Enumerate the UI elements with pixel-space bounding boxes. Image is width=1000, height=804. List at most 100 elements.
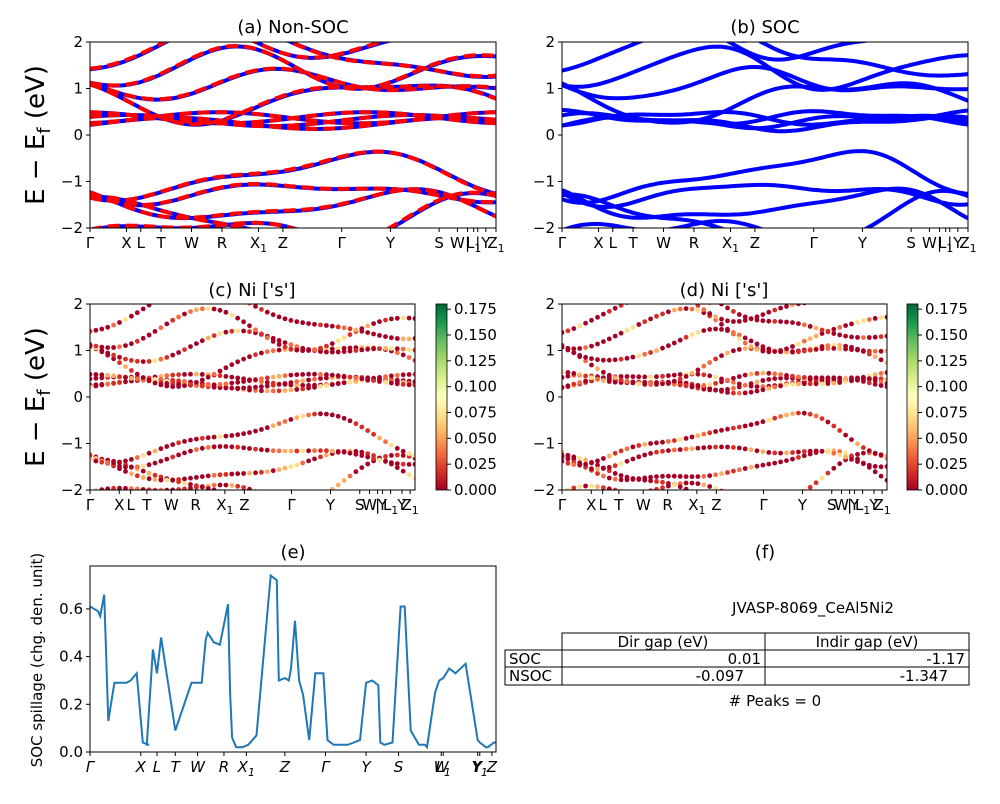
panel-d-point xyxy=(707,327,712,332)
panel-d-point xyxy=(808,348,813,353)
panel-c-xtick-label: R xyxy=(190,496,200,514)
panel-c-point xyxy=(289,347,294,352)
panel-c-point xyxy=(182,383,187,388)
panel-d-ytick-label: 2 xyxy=(545,295,555,313)
panel-b-ytick-label: 1 xyxy=(545,80,555,98)
panel-d-point xyxy=(571,326,576,331)
panel-c-point xyxy=(241,319,246,324)
panel-d-point xyxy=(820,381,825,386)
panel-c-point xyxy=(395,446,400,451)
panel-c-point xyxy=(354,348,359,353)
panel-d-point xyxy=(778,372,783,377)
panel-d-point xyxy=(737,467,742,472)
panel-c-point xyxy=(182,477,187,482)
panel-c-point xyxy=(365,330,370,335)
panel-c-point xyxy=(159,295,164,300)
panel-d-point xyxy=(725,351,730,356)
panel-c-point xyxy=(330,449,335,454)
panel-d-point xyxy=(826,273,831,278)
panel-d-point xyxy=(778,306,783,311)
panel-d-point xyxy=(583,345,588,350)
panel-c-point xyxy=(300,372,305,377)
panel-c-point xyxy=(229,313,234,318)
panel-d-point xyxy=(731,376,736,381)
panel-d-point xyxy=(725,318,730,323)
panel-d-point xyxy=(654,281,659,286)
panel-d-point xyxy=(595,269,600,274)
panel-d-point xyxy=(808,265,813,270)
panel-d-point xyxy=(571,462,576,467)
panel-c-point xyxy=(164,373,169,378)
panel-c-point xyxy=(324,383,329,388)
panel-c-point xyxy=(312,457,317,462)
panel-c-point xyxy=(277,382,282,387)
panel-c-point xyxy=(371,456,376,461)
panel-c-point xyxy=(147,303,152,308)
panel-d-point xyxy=(566,461,571,466)
panel-d-point xyxy=(725,387,730,392)
panel-d-point xyxy=(796,450,801,455)
panel-d-point xyxy=(707,473,712,478)
panel-c-point xyxy=(289,449,294,454)
panel-c-point xyxy=(359,453,364,458)
panel-d-point xyxy=(607,272,612,277)
panel-b-xtick-label: L xyxy=(609,234,618,252)
panel-d-point xyxy=(778,319,783,324)
panel-d-point xyxy=(719,428,724,433)
panel-d-point xyxy=(837,283,842,288)
panel-c-point xyxy=(94,488,99,493)
panel-c-point xyxy=(194,475,199,480)
panel-e-spillage-line xyxy=(90,576,496,748)
panel-c-point xyxy=(265,384,270,389)
panel-d-point xyxy=(631,457,636,462)
panel-c-point xyxy=(336,381,341,386)
panel-d-point xyxy=(701,482,706,487)
panel-d-point xyxy=(625,446,630,451)
panel-c-point xyxy=(164,384,169,389)
panel-c-point xyxy=(170,478,175,483)
panel-c-point xyxy=(324,448,329,453)
panel-d-point xyxy=(743,336,748,341)
panel-d-ytick-label: 0 xyxy=(545,388,555,406)
panel-e-xtick-label: Z xyxy=(279,758,291,776)
panel-d-ytick-label: 1 xyxy=(545,342,555,360)
panel-c-point xyxy=(224,330,229,335)
panel-c-point xyxy=(342,416,347,421)
panel-f-table: JVASP-8069_CeAl5Ni2 Dir gap (eV) Indir g… xyxy=(505,599,969,710)
panel-c-point xyxy=(289,388,294,393)
panel-c-point xyxy=(129,358,134,363)
panel-c-point xyxy=(235,471,240,476)
panel-d-point xyxy=(790,517,795,522)
panel-c-point xyxy=(218,444,223,449)
panel-c-point xyxy=(147,451,152,456)
panel-d-point xyxy=(577,462,582,467)
panel-d-xtick-label: Z xyxy=(711,496,721,514)
panel-c-point xyxy=(312,498,317,503)
panel-d-point xyxy=(707,430,712,435)
panel-c-point xyxy=(342,450,347,455)
panel-e-xtick-label: Γ xyxy=(86,758,96,776)
panel-d-point xyxy=(696,474,701,479)
panel-c-xtick-label: Γ xyxy=(86,496,95,514)
panel-d-point xyxy=(642,281,647,286)
panel-d-point xyxy=(642,453,647,458)
panel-a-xtick-label: Z1 xyxy=(487,234,504,255)
panel-d-point xyxy=(826,471,831,476)
panel-c-point xyxy=(182,372,187,377)
panel-c-point xyxy=(348,380,353,385)
panel-d-point xyxy=(731,380,736,385)
table-row-nsoc-indir: -1.347 xyxy=(900,667,948,685)
panel-c-point xyxy=(235,484,240,489)
panel-d-point xyxy=(589,287,594,292)
panel-d-point xyxy=(642,319,647,324)
panel-e-title: (e) xyxy=(280,542,305,563)
panel-c-point xyxy=(129,376,134,381)
panel-c-point xyxy=(289,373,294,378)
panel-d-point xyxy=(731,504,736,509)
panel-d-point xyxy=(577,275,582,280)
panel-c-point xyxy=(395,316,400,321)
panel-d-point xyxy=(861,379,866,384)
panel-b-xtick-label: Z1 xyxy=(959,234,976,255)
panel-c-xtick-label: L xyxy=(126,496,135,514)
